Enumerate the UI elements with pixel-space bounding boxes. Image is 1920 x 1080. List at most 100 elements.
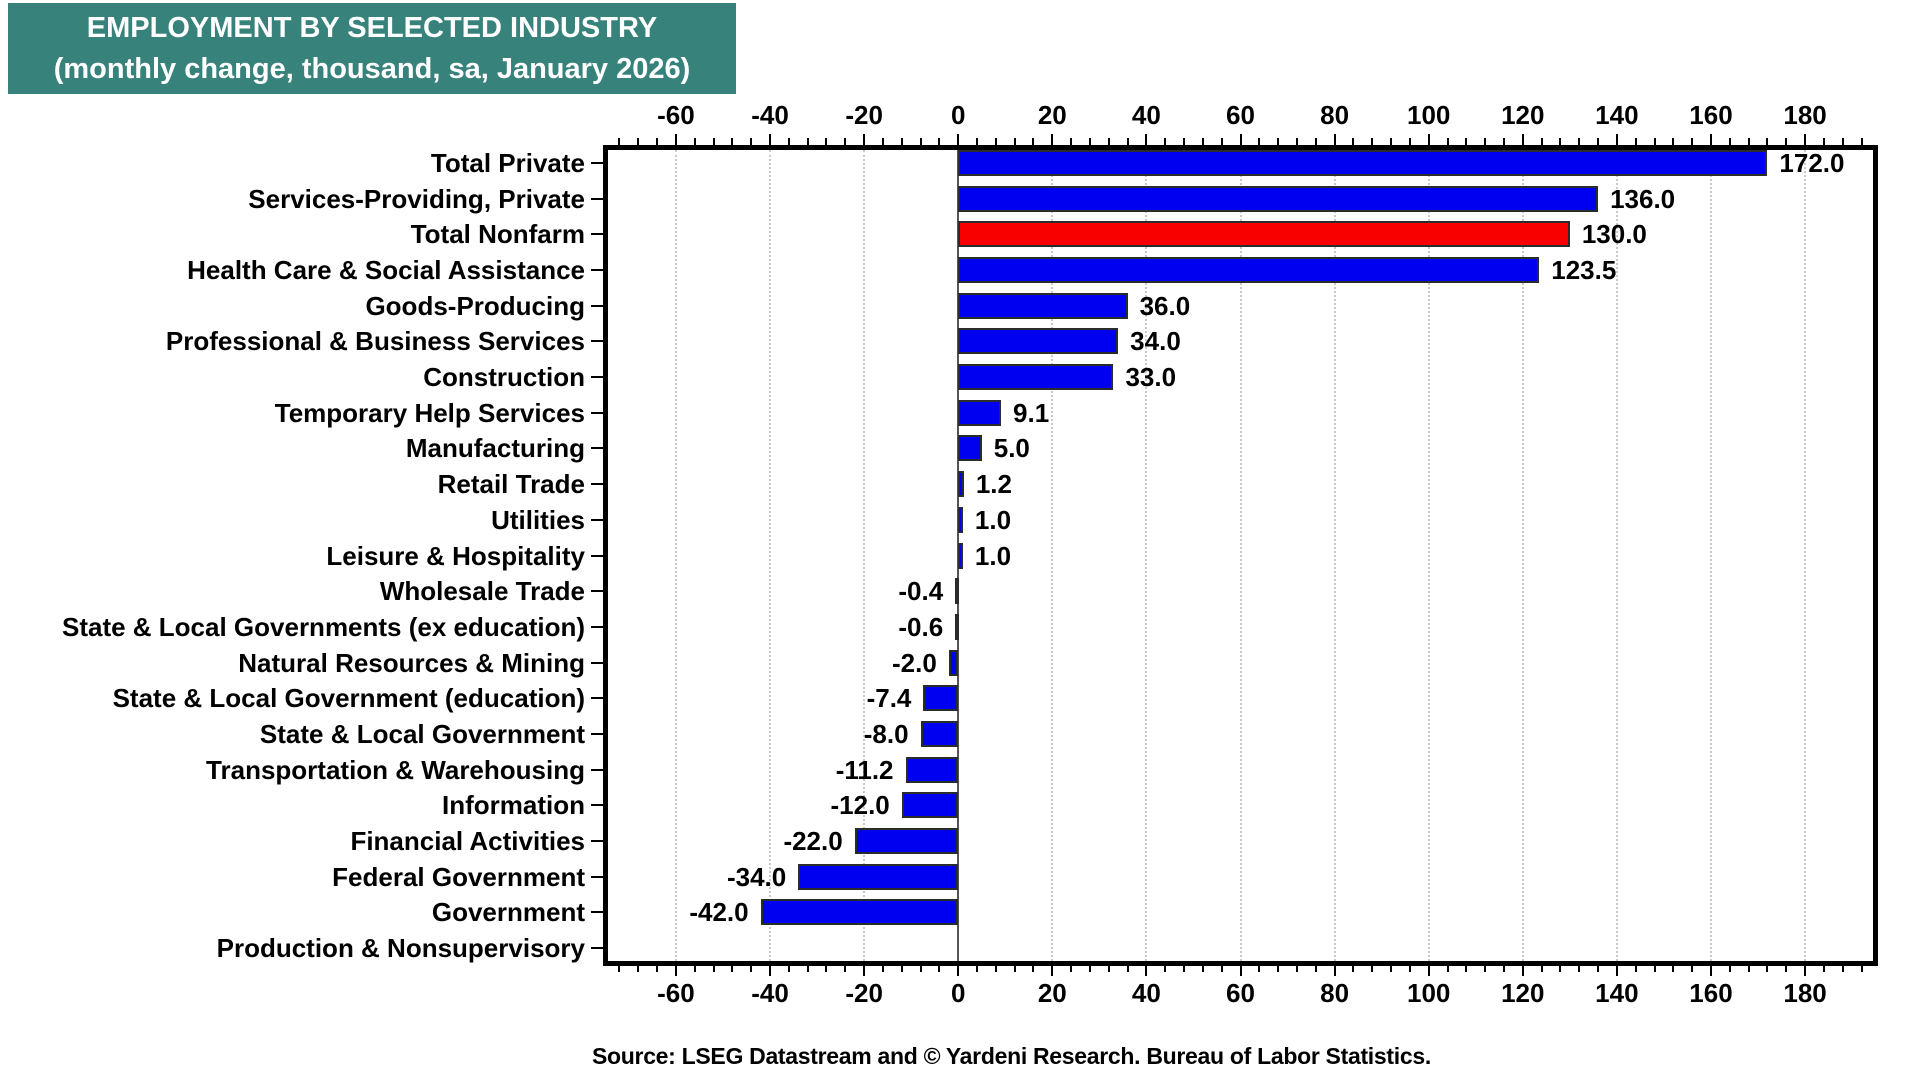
category-label-transportation-warehousing: Transportation & Warehousing [206, 754, 585, 785]
bottom-axis-label-180: 180 [1783, 978, 1827, 1008]
bottom-major-tick-0 [957, 966, 960, 976]
bottom-minor-tick [1785, 966, 1788, 972]
top-axis-label-120: 120 [1501, 100, 1545, 130]
bottom-minor-tick [938, 966, 941, 972]
category-tick-information [591, 804, 603, 807]
bottom-major-tick-140 [1615, 966, 1618, 976]
bottom-minor-tick [637, 966, 640, 972]
top-minor-tick [1822, 138, 1825, 145]
bottom-minor-tick [1559, 966, 1562, 972]
top-axis-label--20: -20 [845, 100, 883, 130]
value-label-services-providing-private: 136.0 [1610, 183, 1676, 214]
top-minor-tick [1502, 138, 1505, 145]
top-axis-label-40: 40 [1131, 100, 1161, 130]
top-minor-tick [976, 138, 979, 145]
grid-line--20 [863, 150, 866, 961]
category-label-retail-trade: Retail Trade [437, 469, 585, 500]
top-minor-tick [731, 138, 734, 145]
category-tick-state-local-government-education [591, 697, 603, 700]
bottom-minor-tick [1295, 966, 1298, 972]
bar-services-providing-private [958, 185, 1599, 212]
bar-state-local-government [920, 720, 959, 747]
top-major-tick-60 [1239, 134, 1242, 145]
bottom-minor-tick [1277, 966, 1280, 972]
bottom-minor-tick [1502, 966, 1505, 972]
top-minor-tick [806, 138, 809, 145]
top-major-tick-20 [1051, 134, 1054, 145]
category-tick-wholesale-trade [591, 590, 603, 593]
value-label-health-care-social-assistance: 123.5 [1551, 254, 1617, 285]
top-minor-tick [1164, 138, 1167, 145]
bottom-minor-tick [712, 966, 715, 972]
top-minor-tick [1088, 138, 1091, 145]
category-tick-natural-resources-mining [591, 661, 603, 664]
bottom-minor-tick [1390, 966, 1393, 972]
top-axis-label--60: -60 [657, 100, 695, 130]
bottom-axis-label-80: 80 [1320, 978, 1350, 1008]
value-label-state-local-government-education: -7.4 [866, 683, 912, 714]
category-label-professional-business-services: Professional & Business Services [165, 326, 585, 357]
bottom-minor-tick [881, 966, 884, 972]
top-minor-tick [1352, 138, 1355, 145]
bottom-minor-tick [1070, 966, 1073, 972]
value-label-leisure-hospitality: 1.0 [974, 540, 1012, 571]
top-minor-tick [900, 138, 903, 145]
top-minor-tick [656, 138, 659, 145]
top-minor-tick [1484, 138, 1487, 145]
category-label-production-nonsupervisory: Production & Nonsupervisory [216, 933, 585, 964]
bottom-minor-tick [1766, 966, 1769, 972]
bar-wholesale-trade [955, 578, 960, 605]
top-minor-tick [1258, 138, 1261, 145]
top-minor-tick [844, 138, 847, 145]
top-minor-tick [1634, 138, 1637, 145]
bar-utilities [958, 506, 963, 533]
value-label-professional-business-services: 34.0 [1130, 326, 1181, 357]
top-minor-tick [938, 138, 941, 145]
bottom-axis-label-20: 20 [1037, 978, 1067, 1008]
bottom-minor-tick [1860, 966, 1863, 972]
top-major-tick-180 [1804, 134, 1807, 145]
top-axis-label-0: 0 [950, 100, 966, 130]
bar-goods-producing [958, 292, 1128, 319]
bottom-minor-tick [1314, 966, 1317, 972]
value-label-total-private: 172.0 [1779, 147, 1845, 178]
bottom-axis-label--60: -60 [657, 978, 695, 1008]
top-minor-tick [1201, 138, 1204, 145]
category-tick-professional-business-services [591, 340, 603, 343]
bottom-minor-tick [1672, 966, 1675, 972]
top-major-tick--20 [863, 134, 866, 145]
category-tick-production-nonsupervisory [591, 947, 603, 950]
value-label-state-local-governments-ex-education: -0.6 [898, 611, 944, 642]
value-label-information: -12.0 [830, 790, 890, 821]
bar-federal-government [798, 863, 959, 890]
category-tick-transportation-warehousing [591, 768, 603, 771]
value-label-government: -42.0 [689, 897, 749, 928]
bottom-major-tick-160 [1709, 966, 1712, 976]
top-axis-label--40: -40 [751, 100, 789, 130]
category-tick-construction [591, 376, 603, 379]
top-axis-label-180: 180 [1783, 100, 1827, 130]
top-minor-tick [1371, 138, 1374, 145]
top-minor-tick [1446, 138, 1449, 145]
category-label-leisure-hospitality: Leisure & Hospitality [326, 540, 585, 571]
top-axis-label-60: 60 [1226, 100, 1255, 130]
top-minor-tick [1295, 138, 1298, 145]
bottom-minor-tick [1822, 966, 1825, 972]
bottom-minor-tick [1201, 966, 1204, 972]
category-tick-total-private [591, 161, 603, 164]
top-major-tick-0 [957, 134, 960, 145]
category-tick-state-local-governments-ex-education [591, 625, 603, 628]
value-label-manufacturing: 5.0 [993, 433, 1030, 464]
bottom-major-tick--20 [863, 966, 866, 976]
chart-title-box: EMPLOYMENT BY SELECTED INDUSTRY (monthly… [8, 3, 736, 94]
bottom-minor-tick [976, 966, 979, 972]
bottom-minor-tick [1126, 966, 1129, 972]
bottom-minor-tick [1183, 966, 1186, 972]
bottom-major-tick-60 [1239, 966, 1242, 976]
top-minor-tick [881, 138, 884, 145]
grid-line-20 [1051, 150, 1054, 961]
bar-natural-resources-mining [948, 649, 959, 676]
top-minor-tick [1728, 138, 1731, 145]
bar-retail-trade [958, 471, 964, 498]
bottom-minor-tick [1728, 966, 1731, 972]
